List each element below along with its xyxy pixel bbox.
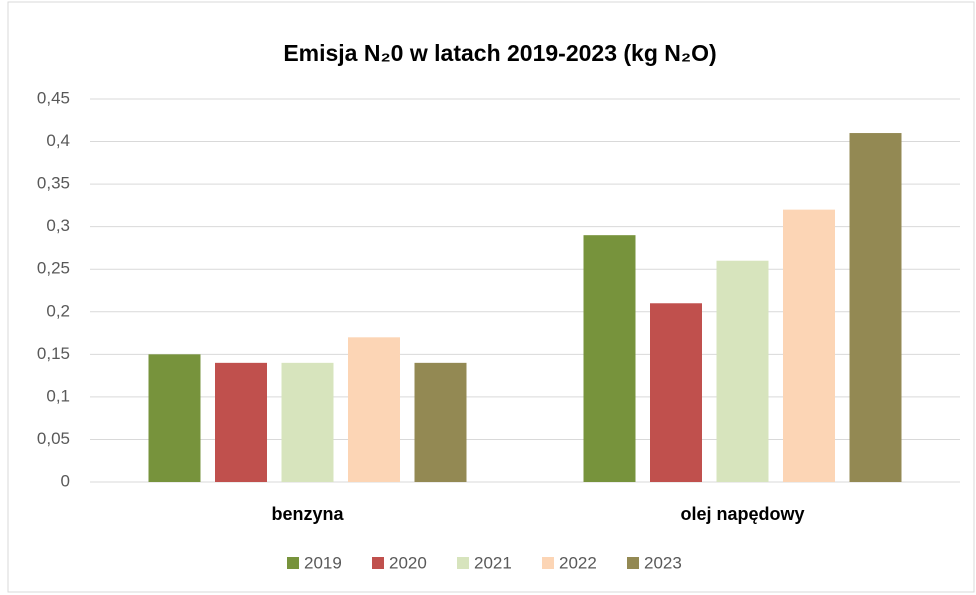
legend-label: 2021 <box>474 553 512 572</box>
legend-label: 2020 <box>389 553 427 572</box>
y-tick-label: 0,1 <box>46 386 70 405</box>
bar <box>849 133 902 483</box>
legend-label: 2022 <box>559 553 597 572</box>
y-tick-label: 0,3 <box>46 216 70 235</box>
bar <box>414 362 467 482</box>
bar <box>650 303 702 482</box>
bar <box>348 337 400 482</box>
y-tick-label: 0,05 <box>37 429 70 448</box>
x-tick-label: olej napędowy <box>680 504 804 524</box>
bar <box>281 362 334 482</box>
bar <box>215 362 267 482</box>
legend-label: 2023 <box>644 553 682 572</box>
x-tick-label: benzyna <box>271 504 344 524</box>
y-tick-label: 0,45 <box>37 88 70 107</box>
legend-swatch <box>457 557 469 569</box>
bar <box>583 235 636 482</box>
y-tick-label: 0 <box>61 471 70 490</box>
y-tick-label: 0,2 <box>46 301 70 320</box>
legend-swatch <box>287 557 299 569</box>
y-tick-label: 0,15 <box>37 344 70 363</box>
bar <box>716 260 769 482</box>
y-tick-label: 0,35 <box>37 174 70 193</box>
legend-swatch <box>542 557 554 569</box>
y-tick-label: 0,4 <box>46 131 70 150</box>
legend-swatch <box>627 557 639 569</box>
legend-label: 2019 <box>304 553 342 572</box>
bar <box>148 354 201 482</box>
bar <box>783 209 835 482</box>
chart-title: Emisja N₂0 w latach 2019-2023 (kg N₂O) <box>283 40 716 66</box>
y-tick-label: 0,25 <box>37 259 70 278</box>
legend-swatch <box>372 557 384 569</box>
